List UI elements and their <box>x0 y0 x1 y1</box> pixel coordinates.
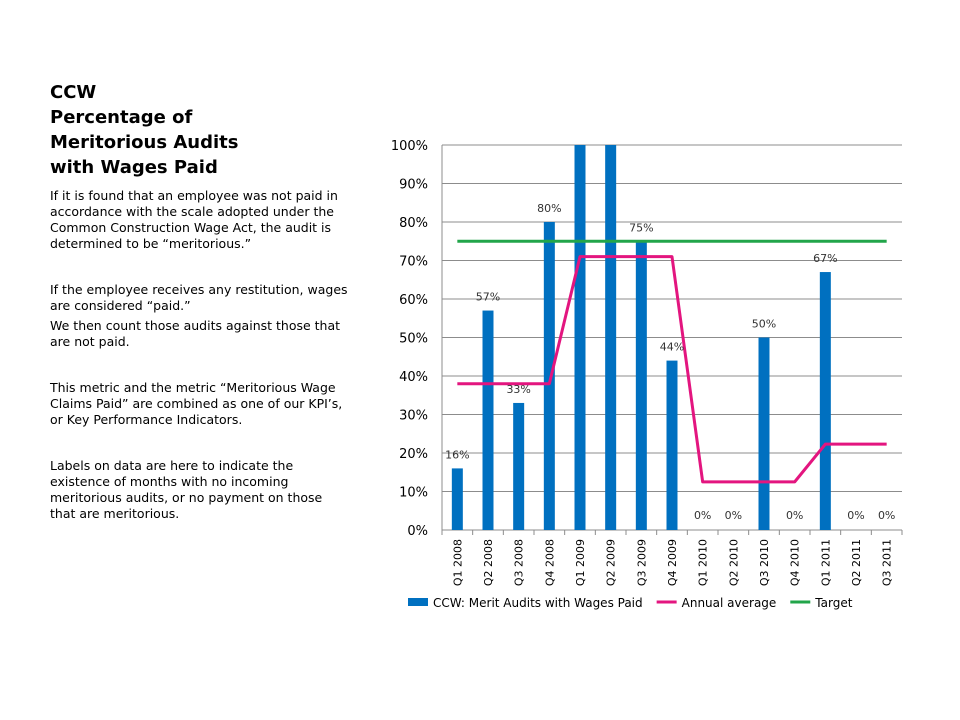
title-line-4: with Wages Paid <box>50 157 218 178</box>
bar <box>666 360 678 530</box>
data-label: 57% <box>476 291 500 304</box>
data-label: 0% <box>878 509 895 522</box>
data-label: 0% <box>725 509 742 522</box>
legend-label: Annual average <box>682 596 777 610</box>
y-tick-label: 0% <box>407 524 428 539</box>
x-tick-label: Q4 2008 <box>543 539 556 586</box>
left-panel: CCW Percentage of Meritorious Audits wit… <box>50 80 350 522</box>
y-tick-label: 100% <box>391 139 428 154</box>
x-tick-label: Q1 2010 <box>697 539 710 586</box>
y-tick-label: 50% <box>399 332 428 347</box>
data-label: 0% <box>694 509 711 522</box>
data-label: 44% <box>660 341 684 354</box>
title-line-2: Percentage of <box>50 107 193 128</box>
data-label: 75% <box>629 221 653 234</box>
data-label: 16% <box>445 448 469 461</box>
paragraph-labels-note: Labels on data are here to indicate the … <box>50 458 323 521</box>
legend-swatch <box>408 598 428 606</box>
paragraph-paid-definition: If the employee receives any restitution… <box>50 282 348 313</box>
x-tick-label: Q2 2010 <box>727 539 740 586</box>
paragraph-count-method: We then count those audits against those… <box>50 318 341 349</box>
page-title: CCW Percentage of Meritorious Audits wit… <box>50 80 350 180</box>
bar <box>513 402 525 530</box>
x-tick-label: Q3 2008 <box>513 539 526 586</box>
x-tick-label: Q3 2010 <box>758 539 771 586</box>
x-tick-label: Q2 2009 <box>605 539 618 586</box>
x-tick-label: Q3 2009 <box>635 539 648 586</box>
data-label: 50% <box>752 318 776 331</box>
data-label: 0% <box>847 509 864 522</box>
data-label: 33% <box>506 383 530 396</box>
legend-label: Target <box>814 596 852 610</box>
bar <box>482 310 494 530</box>
bar <box>543 222 555 530</box>
y-tick-label: 30% <box>399 409 428 424</box>
title-line-1: CCW <box>50 82 97 103</box>
x-tick-label: Q2 2008 <box>482 539 495 586</box>
bar <box>574 145 586 530</box>
x-tick-label: Q4 2010 <box>789 539 802 586</box>
y-tick-label: 20% <box>399 447 428 462</box>
bar <box>451 468 463 530</box>
x-tick-label: Q1 2008 <box>451 539 464 586</box>
y-tick-label: 40% <box>399 370 428 385</box>
bar <box>605 145 617 530</box>
x-tick-label: Q4 2009 <box>666 539 679 586</box>
y-tick-label: 80% <box>399 216 428 231</box>
y-tick-label: 10% <box>399 486 428 501</box>
y-tick-label: 60% <box>399 293 428 308</box>
legend-label: CCW: Merit Audits with Wages Paid <box>433 596 643 610</box>
data-label: 67% <box>813 252 837 265</box>
bar <box>635 241 647 530</box>
x-tick-label: Q3 2011 <box>881 539 894 586</box>
bar <box>758 337 770 530</box>
data-label: 80% <box>537 202 561 215</box>
x-tick-label: Q2 2011 <box>850 539 863 586</box>
bar <box>819 272 831 530</box>
bar-line-chart: 0% 10% 20% 30% 40% 50% 60% 70% 80% 90% 100% 16% 57% 3… <box>391 139 903 610</box>
data-label: 0% <box>786 509 803 522</box>
y-tick-label: 90% <box>399 178 428 193</box>
series-line <box>457 255 887 484</box>
x-tick-label: Q1 2009 <box>574 539 587 586</box>
title-line-3: Meritorious Audits <box>50 132 239 153</box>
paragraph-kpi-note: This metric and the metric “Meritorious … <box>50 380 343 427</box>
x-tick-label: Q1 2011 <box>819 539 832 586</box>
y-tick-label: 70% <box>399 255 428 270</box>
paragraph-meritorious-definition: If it is found that an employee was not … <box>50 188 338 251</box>
